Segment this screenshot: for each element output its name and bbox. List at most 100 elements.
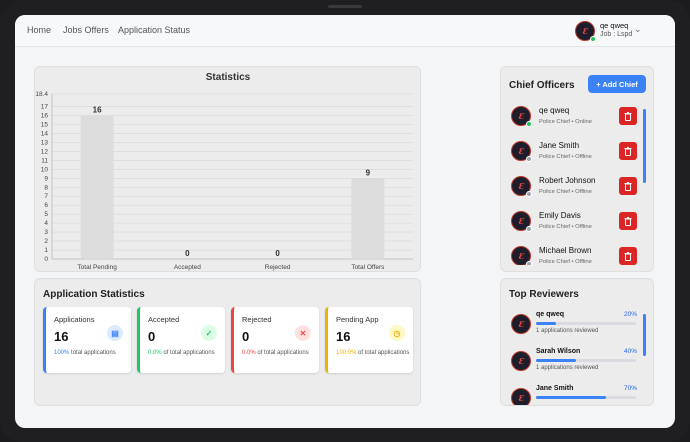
chief-officer-row[interactable]: Ɛ Robert Johnson Police Chief • Offline <box>509 173 639 203</box>
chief-list-scrollbar[interactable] <box>643 109 646 183</box>
officer-meta: Police Chief • Offline <box>539 189 592 195</box>
reviewer-avatar-logo: Ɛ <box>518 319 524 329</box>
chief-officer-row[interactable]: Ɛ Jane Smith Police Chief • Offline <box>509 138 639 168</box>
chief-officers-title: Chief Officers <box>509 80 575 91</box>
delete-chief-button[interactable] <box>619 247 637 265</box>
officer-name: Robert Johnson <box>539 176 596 185</box>
officer-meta: Police Chief • Offline <box>539 259 592 265</box>
officer-status-dot <box>526 156 532 162</box>
delete-chief-button[interactable] <box>619 142 637 160</box>
nav-link-application-status[interactable]: Application Status <box>118 25 191 35</box>
nav-link-home[interactable]: Home <box>27 25 52 35</box>
chevron-down-icon[interactable]: ⌄ <box>634 24 642 34</box>
stat-footnote: 0.0% of total applications <box>242 349 318 357</box>
stat-percent: 100.0% <box>336 350 357 356</box>
officer-name: qe qweq <box>539 106 570 115</box>
trash-icon <box>624 111 632 121</box>
chief-officer-row[interactable]: Ɛ Emily Davis Police Chief • Offline <box>509 208 639 238</box>
bar-value-label: 0 <box>275 249 280 258</box>
officer-meta: Police Chief • Offline <box>539 224 592 230</box>
stat-percent: 100% <box>54 350 70 356</box>
y-tick-label: 15 <box>41 121 49 128</box>
x-category-label: Rejected <box>265 264 291 271</box>
reviewer-progress-bar <box>536 322 636 325</box>
y-tick-label: 12 <box>41 148 49 155</box>
stat-foot-text: of total applications <box>163 350 215 356</box>
stat-foot-text: of total applications <box>358 350 410 356</box>
y-tick-label: 11 <box>41 157 48 164</box>
camera-notch <box>328 5 362 8</box>
officer-avatar-logo: Ɛ <box>518 251 524 261</box>
reviewer-row[interactable]: Ɛ Jane Smith 70% <box>509 385 641 405</box>
y-tick-label: 0 <box>44 256 48 263</box>
delete-chief-button[interactable] <box>619 212 637 230</box>
reviewers-scrollbar[interactable] <box>643 314 646 356</box>
add-chief-button[interactable]: + Add Chief <box>588 75 646 93</box>
trash-icon <box>624 181 632 191</box>
stat-card-accepted: Accepted 0 ✓ 0.0% of total applications <box>137 307 225 373</box>
user-menu[interactable]: Ɛ qe qweq Job : Lspd ⌄ <box>575 20 655 42</box>
officer-meta: Police Chief • Online <box>539 119 592 125</box>
reviewer-percent: 70% <box>623 385 637 392</box>
officer-avatar-logo: Ɛ <box>518 146 524 156</box>
nav-link-jobs-offers[interactable]: Jobs Offers <box>63 25 109 35</box>
officer-status-dot <box>526 261 532 265</box>
document-icon: ▤ <box>107 325 123 341</box>
reviewer-progress-bar <box>536 359 636 362</box>
stat-label: Pending App <box>336 315 379 324</box>
y-tick-label: 6 <box>44 202 48 209</box>
x-category-label: Accepted <box>174 264 201 271</box>
y-tick-label: 8 <box>44 184 48 191</box>
officer-name: Jane Smith <box>539 141 580 150</box>
stat-foot-text: total applications <box>71 350 116 356</box>
chart-bar <box>80 115 114 259</box>
bar-value-label: 9 <box>366 168 371 177</box>
reviewer-avatar: Ɛ <box>511 388 531 405</box>
delete-chief-button[interactable] <box>619 107 637 125</box>
stat-percent: 0.0% <box>242 350 256 356</box>
reviewer-count: 1 applications reviewed <box>536 365 599 371</box>
y-tick-label: 16 <box>41 113 49 120</box>
bar-value-label: 16 <box>93 106 102 115</box>
stat-footnote: 0.0% of total applications <box>148 349 224 357</box>
reviewer-percent: 40% <box>623 348 637 355</box>
trash-icon <box>624 216 632 226</box>
x-category-label: Total Pending <box>77 264 117 271</box>
stat-label: Accepted <box>148 315 180 324</box>
reviewer-name: Jane Smith <box>536 385 574 392</box>
y-tick-label: 2 <box>44 238 48 245</box>
y-tick-label: 13 <box>41 139 49 146</box>
chief-officer-row[interactable]: Ɛ Michael Brown Police Chief • Offline <box>509 243 639 265</box>
y-tick-label: 4 <box>44 220 48 227</box>
y-tick-label: 7 <box>44 193 48 200</box>
stat-label: Rejected <box>242 315 272 324</box>
y-tick-label: 5 <box>44 211 48 218</box>
officer-avatar-logo: Ɛ <box>518 216 524 226</box>
reviewer-name: Sarah Wilson <box>536 348 581 355</box>
officer-avatar: Ɛ <box>511 176 532 197</box>
reviewer-progress-fill <box>536 322 556 325</box>
reviewer-count: 1 applications reviewed <box>536 328 599 334</box>
reviewer-progress-fill <box>536 396 606 399</box>
stat-value: 16 <box>54 329 69 344</box>
reviewer-row[interactable]: Ɛ Sarah Wilson 40% 1 applications reviewed <box>509 348 641 382</box>
x-category-label: Total Offers <box>351 264 385 271</box>
stat-percent: 0.0% <box>148 350 162 356</box>
officer-meta: Police Chief • Offline <box>539 154 592 160</box>
y-tick-label: 17 <box>41 104 49 111</box>
reviewer-avatar-logo: Ɛ <box>518 393 524 403</box>
clock-icon: ◷ <box>389 325 405 341</box>
officer-avatar: Ɛ <box>511 246 532 265</box>
reviewer-progress-fill <box>536 359 576 362</box>
app-screen: Home Jobs Offers Application Status Ɛ qe… <box>15 15 675 428</box>
reviewer-avatar: Ɛ <box>511 314 531 334</box>
delete-chief-button[interactable] <box>619 177 637 195</box>
